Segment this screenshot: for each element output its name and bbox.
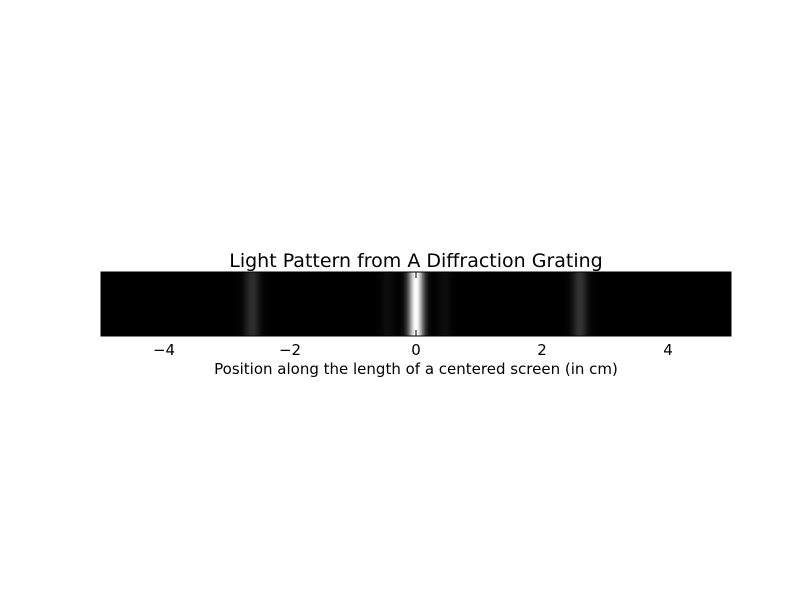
- x-tick-label: −4: [153, 341, 175, 359]
- intensity-strip: [101, 272, 731, 336]
- x-axis: −4 −2 0 2 4: [153, 272, 673, 359]
- x-axis-label: Position along the length of a centered …: [214, 360, 618, 378]
- x-tick-label: 0: [411, 341, 421, 359]
- x-tick-label: 4: [663, 341, 673, 359]
- x-tick-label: −2: [279, 341, 301, 359]
- chart-title: Light Pattern from A Diffraction Grating: [229, 250, 603, 272]
- x-tick-label: 2: [537, 341, 547, 359]
